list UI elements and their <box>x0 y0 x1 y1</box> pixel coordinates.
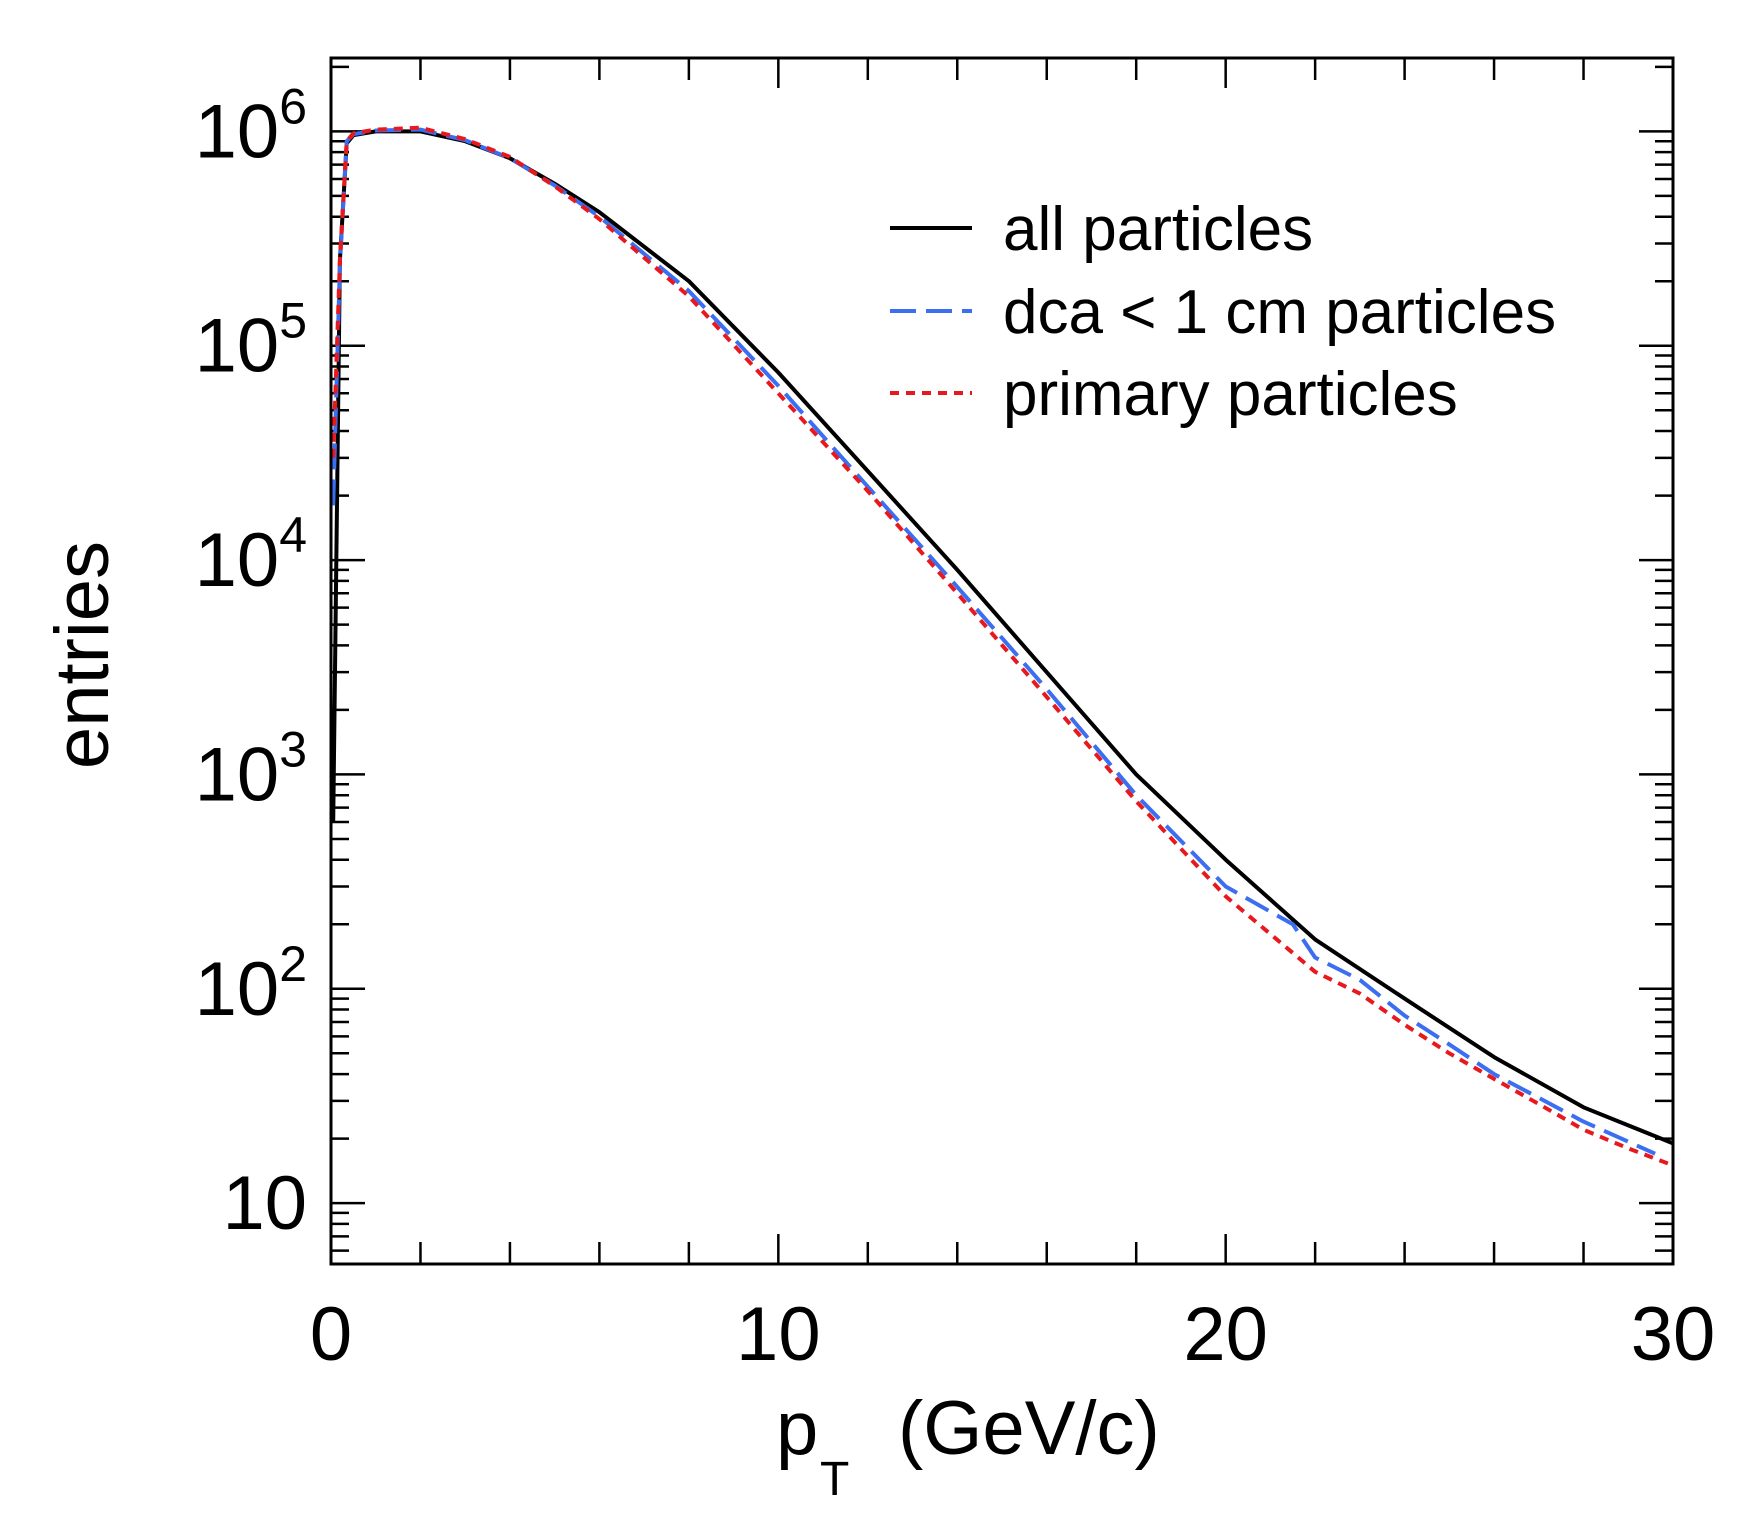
y-tick-label: 103 <box>195 721 307 817</box>
y-tick-label: 106 <box>195 78 307 174</box>
series-line-3 <box>331 125 1673 1168</box>
x-axis-label-unit: (GeV/c) <box>898 1386 1160 1471</box>
legend-label-1: all particles <box>1003 195 1313 264</box>
legend: all particles dca < 1 cm particles primary… <box>890 195 1556 429</box>
x-tick-label: 10 <box>736 1292 821 1377</box>
legend-label-2: dca < 1 cm particles <box>1003 278 1556 347</box>
x-tick-label: 20 <box>1183 1292 1268 1377</box>
series-lines <box>331 125 1673 1168</box>
x-tick-label: 0 <box>310 1292 352 1377</box>
x-axis-label: p T (GeV/c) <box>776 1386 1160 1506</box>
y-tick-label: 104 <box>195 507 307 603</box>
y-tick-label: 102 <box>195 936 307 1032</box>
x-axis-label-subscript: T <box>820 1453 849 1506</box>
y-tick-label: 10 <box>222 1161 307 1246</box>
x-axis-label-symbol: p <box>776 1386 818 1471</box>
legend-label-3: primary particles <box>1003 360 1458 429</box>
axis-ticks <box>329 58 1675 1264</box>
y-tick-label: 105 <box>195 293 307 389</box>
y-axis-label: entries <box>40 541 125 769</box>
plot-frame <box>329 56 1675 1266</box>
x-tick-label: 30 <box>1631 1292 1716 1377</box>
